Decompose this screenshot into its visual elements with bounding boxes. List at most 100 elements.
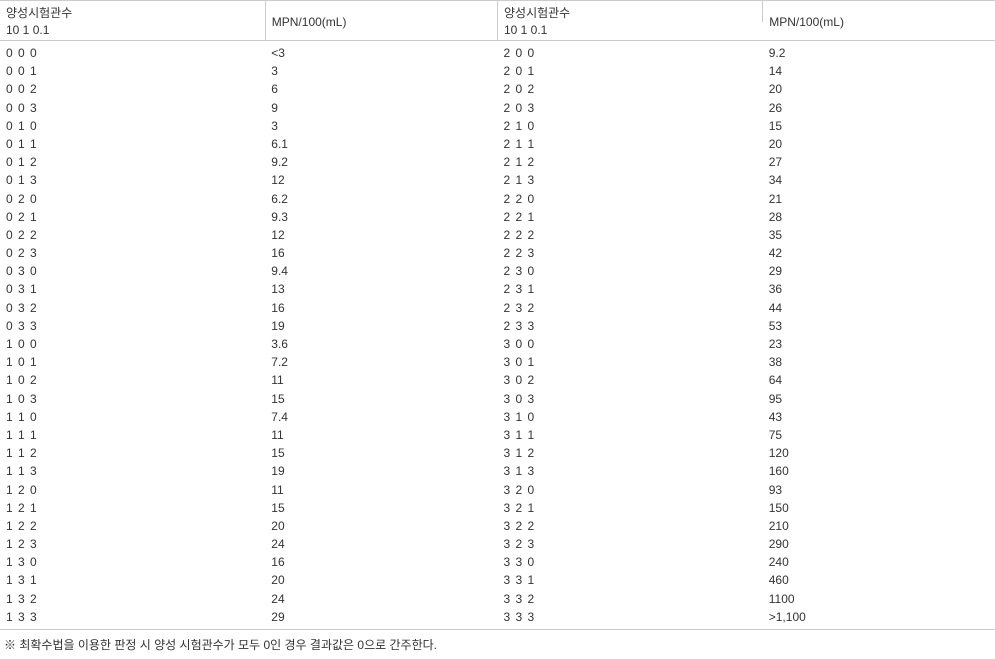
mpn-cell-left: 7.4 bbox=[265, 408, 497, 426]
tubes-cell-right: 2 1 3 bbox=[497, 171, 762, 189]
mpn-cell-right: 290 bbox=[763, 535, 995, 553]
table-row: 0 1 29.22 1 227 bbox=[0, 153, 995, 171]
mpn-cell-right: 26 bbox=[763, 99, 995, 117]
mpn-cell-left: 15 bbox=[265, 390, 497, 408]
mpn-cell-left: 12 bbox=[265, 226, 497, 244]
table-row: 1 3 3293 3 3>1,100 bbox=[0, 608, 995, 630]
mpn-cell-left: 12 bbox=[265, 171, 497, 189]
tubes-cell-left: 1 1 0 bbox=[0, 408, 265, 426]
mpn-cell-left: 20 bbox=[265, 571, 497, 589]
tubes-cell-right: 3 2 0 bbox=[497, 481, 762, 499]
tubes-cell-right: 2 3 0 bbox=[497, 262, 762, 280]
tubes-cell-right: 2 3 3 bbox=[497, 317, 762, 335]
mpn-cell-right: 14 bbox=[763, 62, 995, 80]
table-row: 1 3 1203 3 1460 bbox=[0, 571, 995, 589]
tubes-cell-right: 3 3 3 bbox=[497, 608, 762, 630]
tubes-cell-left: 1 1 1 bbox=[0, 426, 265, 444]
tubes-cell-left: 1 0 0 bbox=[0, 335, 265, 353]
mpn-cell-left: 6.2 bbox=[265, 190, 497, 208]
mpn-cell-left: 9.4 bbox=[265, 262, 497, 280]
table-row: 1 1 3193 1 3160 bbox=[0, 462, 995, 480]
mpn-cell-right: 93 bbox=[763, 481, 995, 499]
tubes-cell-right: 2 2 0 bbox=[497, 190, 762, 208]
tubes-cell-left: 1 2 3 bbox=[0, 535, 265, 553]
tubes-cell-right: 3 1 3 bbox=[497, 462, 762, 480]
tubes-cell-right: 2 2 2 bbox=[497, 226, 762, 244]
table-row: 0 3 09.42 3 029 bbox=[0, 262, 995, 280]
table-row: 1 3 2243 3 21100 bbox=[0, 590, 995, 608]
tubes-cell-left: 0 1 0 bbox=[0, 117, 265, 135]
tubes-cell-left: 0 3 0 bbox=[0, 262, 265, 280]
mpn-cell-right: 1100 bbox=[763, 590, 995, 608]
mpn-cell-right: 53 bbox=[763, 317, 995, 335]
mpn-cell-right: 27 bbox=[763, 153, 995, 171]
mpn-cell-right: 20 bbox=[763, 135, 995, 153]
mpn-cell-left: 13 bbox=[265, 280, 497, 298]
mpn-cell-right: 210 bbox=[763, 517, 995, 535]
mpn-cell-right: 95 bbox=[763, 390, 995, 408]
tubes-cell-left: 0 3 1 bbox=[0, 280, 265, 298]
header-tubes-sub-right: 10 1 0.1 bbox=[497, 22, 762, 41]
mpn-cell-left: 9.2 bbox=[265, 153, 497, 171]
table-row: 0 0 392 0 326 bbox=[0, 99, 995, 117]
tubes-cell-left: 0 1 2 bbox=[0, 153, 265, 171]
tubes-cell-left: 1 0 1 bbox=[0, 353, 265, 371]
mpn-cell-right: 160 bbox=[763, 462, 995, 480]
table-row: 1 1 1113 1 175 bbox=[0, 426, 995, 444]
tubes-cell-left: 1 1 2 bbox=[0, 444, 265, 462]
mpn-cell-left: 3 bbox=[265, 62, 497, 80]
table-row: 0 2 19.32 2 128 bbox=[0, 208, 995, 226]
table-row: 1 2 3243 2 3290 bbox=[0, 535, 995, 553]
tubes-cell-right: 3 2 1 bbox=[497, 499, 762, 517]
mpn-cell-left: 15 bbox=[265, 444, 497, 462]
mpn-cell-left: 24 bbox=[265, 590, 497, 608]
mpn-cell-right: 64 bbox=[763, 371, 995, 389]
mpn-cell-left: 9 bbox=[265, 99, 497, 117]
tubes-cell-right: 2 0 3 bbox=[497, 99, 762, 117]
tubes-cell-left: 1 3 3 bbox=[0, 608, 265, 630]
mpn-cell-right: 460 bbox=[763, 571, 995, 589]
mpn-cell-left: 16 bbox=[265, 244, 497, 262]
table-row: 0 3 3192 3 353 bbox=[0, 317, 995, 335]
tubes-cell-right: 2 1 2 bbox=[497, 153, 762, 171]
tubes-cell-left: 0 0 0 bbox=[0, 41, 265, 63]
mpn-cell-left: 9.3 bbox=[265, 208, 497, 226]
mpn-cell-left: 3 bbox=[265, 117, 497, 135]
table-row: 1 3 0163 3 0240 bbox=[0, 553, 995, 571]
tubes-cell-left: 1 0 2 bbox=[0, 371, 265, 389]
mpn-cell-left: 24 bbox=[265, 535, 497, 553]
table-row: 1 0 2113 0 264 bbox=[0, 371, 995, 389]
mpn-cell-right: 240 bbox=[763, 553, 995, 571]
table-row: 0 1 3122 1 334 bbox=[0, 171, 995, 189]
tubes-cell-right: 2 3 2 bbox=[497, 299, 762, 317]
tubes-cell-right: 3 0 2 bbox=[497, 371, 762, 389]
tubes-cell-right: 2 2 3 bbox=[497, 244, 762, 262]
table-row: 0 3 2162 3 244 bbox=[0, 299, 995, 317]
header-tubes-right: 양성시험관수 bbox=[497, 1, 762, 23]
mpn-cell-left: 19 bbox=[265, 462, 497, 480]
tubes-cell-left: 0 1 1 bbox=[0, 135, 265, 153]
table-row: 0 0 0<32 0 09.2 bbox=[0, 41, 995, 63]
mpn-cell-right: 29 bbox=[763, 262, 995, 280]
mpn-cell-right: 35 bbox=[763, 226, 995, 244]
tubes-cell-left: 1 3 0 bbox=[0, 553, 265, 571]
tubes-cell-right: 2 3 1 bbox=[497, 280, 762, 298]
tubes-cell-left: 1 3 1 bbox=[0, 571, 265, 589]
table-row: 1 1 2153 1 2120 bbox=[0, 444, 995, 462]
header-mpn-right: MPN/100(mL) bbox=[763, 1, 995, 41]
footnote: ※ 최확수법을 이용한 판정 시 양성 시험관수가 모두 0인 경우 결과값은 … bbox=[0, 630, 995, 659]
tubes-cell-left: 0 1 3 bbox=[0, 171, 265, 189]
mpn-table: 양성시험관수 MPN/100(mL) 양성시험관수 MPN/100(mL) 10… bbox=[0, 0, 995, 630]
table-row: 1 2 2203 2 2210 bbox=[0, 517, 995, 535]
mpn-cell-right: 75 bbox=[763, 426, 995, 444]
tubes-cell-left: 1 3 2 bbox=[0, 590, 265, 608]
tubes-cell-left: 0 0 1 bbox=[0, 62, 265, 80]
table-row: 1 2 1153 2 1150 bbox=[0, 499, 995, 517]
tubes-cell-right: 3 2 2 bbox=[497, 517, 762, 535]
table-row: 0 0 262 0 220 bbox=[0, 80, 995, 98]
mpn-cell-left: 19 bbox=[265, 317, 497, 335]
table-row: 0 1 16.12 1 120 bbox=[0, 135, 995, 153]
tubes-cell-right: 3 1 0 bbox=[497, 408, 762, 426]
table-row: 1 1 07.43 1 043 bbox=[0, 408, 995, 426]
tubes-cell-right: 3 0 3 bbox=[497, 390, 762, 408]
